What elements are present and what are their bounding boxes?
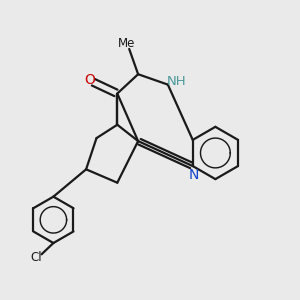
Text: Cl: Cl [30,251,42,264]
Text: Me: Me [118,37,136,50]
Text: NH: NH [166,74,186,88]
Text: N: N [189,168,200,182]
Text: O: O [84,73,95,87]
